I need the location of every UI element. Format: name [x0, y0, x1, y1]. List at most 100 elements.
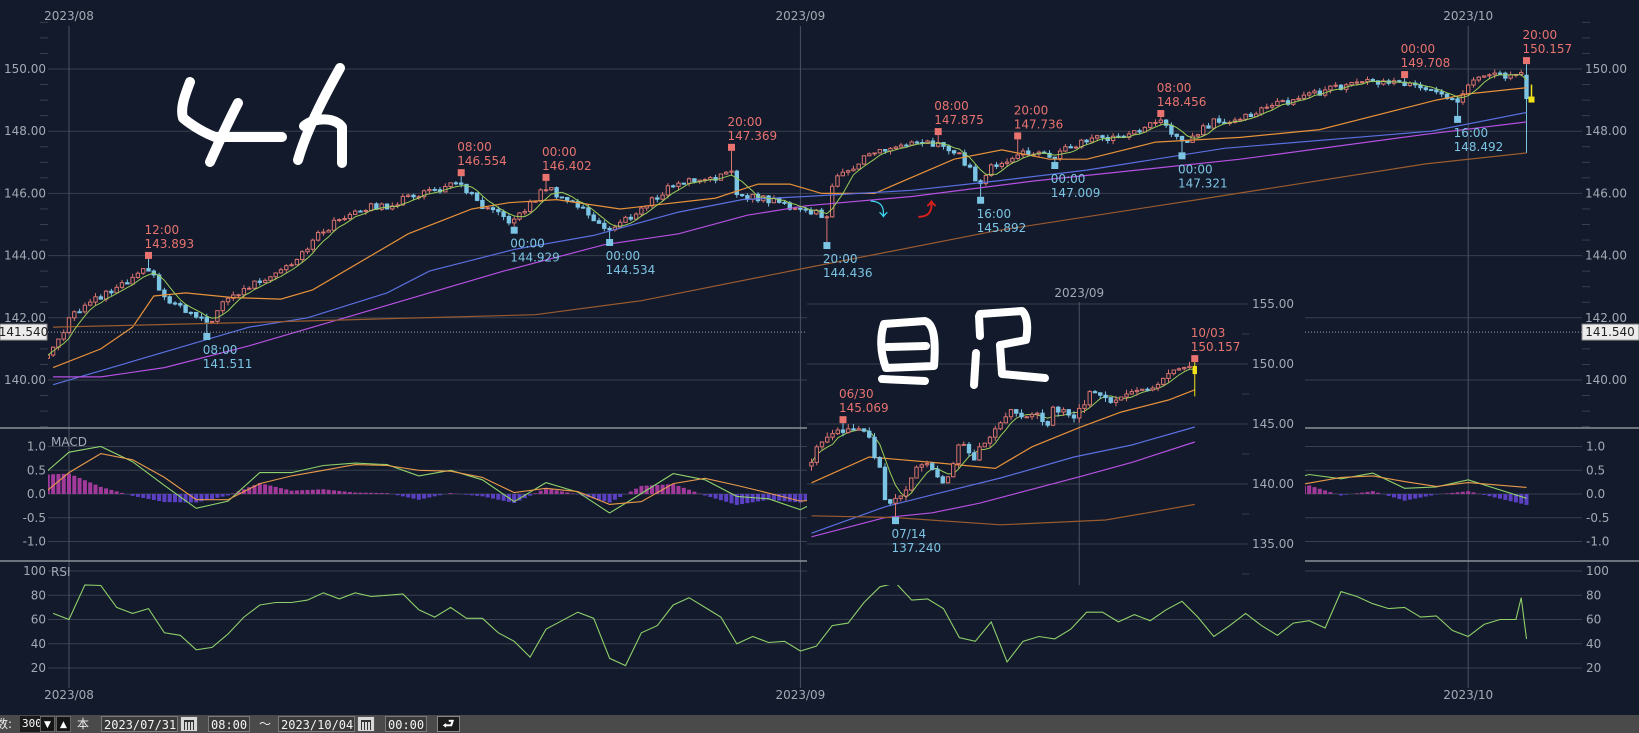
low-marker-price: 137.240 — [892, 541, 942, 555]
candle-up — [1119, 396, 1124, 401]
high-marker-price: 149.708 — [1401, 56, 1451, 70]
histogram-bar-positive — [1455, 492, 1460, 494]
histogram-bar-positive — [353, 492, 358, 494]
low-marker-time: 00:00 — [510, 237, 545, 251]
candle-up — [1333, 84, 1338, 87]
low-marker — [892, 517, 899, 525]
macd-axis-label-left: -0.5 — [23, 511, 46, 525]
count-decrease-button[interactable]: ▼ — [40, 716, 55, 732]
histogram-bar-negative — [1503, 494, 1508, 500]
candle-up — [686, 178, 692, 184]
end-calendar-button[interactable] — [357, 716, 375, 732]
histogram-bar-positive — [342, 491, 347, 494]
histogram-bar-positive — [51, 474, 56, 494]
histogram-bar-positive — [665, 484, 670, 494]
candle-up — [427, 188, 432, 192]
candle-up — [1004, 161, 1010, 164]
candle-up — [1328, 85, 1333, 91]
histogram-bar-positive — [93, 484, 98, 494]
histogram-bar-negative — [162, 494, 167, 503]
bar-count-label: 数: — [0, 717, 13, 731]
macd-axis-label-right: 0.0 — [1586, 487, 1605, 501]
histogram-bar-positive — [559, 491, 564, 494]
candle-down — [554, 187, 559, 198]
candle-down — [1019, 412, 1024, 418]
high-marker-time: 08:00 — [457, 140, 492, 154]
y-axis-label-right: 142.00 — [1585, 311, 1627, 325]
histogram-bar-negative — [766, 494, 771, 500]
low-marker — [977, 196, 985, 204]
rsi-title: RSI — [51, 565, 71, 579]
candle-up — [845, 170, 851, 173]
candle-down — [1014, 409, 1019, 414]
start-date-input[interactable]: 2023/07/31 — [101, 716, 178, 732]
low-marker-time: 16:00 — [1454, 126, 1489, 140]
histogram-bar-negative — [512, 494, 517, 504]
rsi-axis-label-left: 40 — [31, 637, 46, 651]
start-calendar-button[interactable] — [180, 716, 198, 732]
high-marker-time: 00:00 — [542, 145, 577, 159]
candle-down — [798, 207, 803, 210]
histogram-bar-positive — [549, 489, 554, 494]
candle-down — [1192, 365, 1197, 375]
candle-down — [1068, 146, 1073, 149]
candle-down — [559, 196, 565, 199]
end-time-input[interactable]: 00:00 — [385, 716, 427, 732]
candle-up — [305, 248, 310, 253]
candle-up — [1280, 100, 1285, 103]
histogram-bar-positive — [544, 488, 548, 494]
histogram-bar-negative — [1524, 494, 1529, 505]
low-marker-time: 00:00 — [606, 249, 641, 263]
candle-down — [671, 185, 676, 188]
histogram-bar-negative — [798, 494, 803, 503]
candle-down — [199, 316, 204, 319]
rsi-axis-label-right: 60 — [1586, 613, 1601, 627]
high-marker-time: 10/03 — [1191, 326, 1226, 340]
histogram-bar-negative — [130, 494, 135, 496]
low-marker-price: 147.321 — [1178, 176, 1228, 190]
y-axis-label-right: 150.00 — [1585, 62, 1627, 76]
candle-up — [830, 433, 835, 438]
candle-up — [1134, 389, 1140, 393]
start-time-input[interactable]: 08:00 — [208, 716, 250, 732]
histogram-bar-negative — [713, 494, 718, 499]
moving-average-line — [53, 121, 1527, 378]
candle-down — [1047, 152, 1052, 158]
candle-up — [549, 187, 554, 191]
histogram-bar-negative — [612, 494, 617, 500]
candle-down — [1503, 72, 1508, 79]
candle-up — [1082, 404, 1087, 409]
end-date-input[interactable]: 2023/10/04 — [278, 716, 355, 732]
histogram-bar-positive — [300, 490, 305, 494]
candle-up — [247, 287, 252, 290]
candle-down — [1092, 391, 1098, 394]
candle-down — [967, 164, 973, 168]
histogram-bar-negative — [485, 494, 490, 498]
drawn-arrow-down-icon: ⤵ — [870, 200, 888, 221]
histogram-bar-positive — [305, 489, 310, 494]
histogram-bar-positive — [1360, 492, 1365, 494]
count-increase-button[interactable]: ▲ — [56, 716, 71, 732]
histogram-bar-positive — [1307, 485, 1312, 494]
histogram-bar-negative — [1344, 494, 1349, 495]
histogram-bar-positive — [109, 489, 114, 494]
candle-down — [1145, 388, 1150, 391]
price-line-label-left: 141.540 — [0, 325, 48, 339]
bar-count-input[interactable]: 300 — [20, 716, 42, 732]
high-marker-time: 12:00 — [145, 223, 180, 237]
candle-down — [1497, 72, 1503, 75]
candle-up — [1365, 79, 1370, 83]
histogram-bar-positive — [72, 475, 77, 494]
macd-axis-label-left: 0.0 — [27, 487, 46, 501]
candle-up — [898, 495, 903, 499]
low-marker-time: 20:00 — [823, 252, 858, 266]
apply-range-button[interactable]: ⮐ — [437, 716, 460, 732]
candle-up — [1129, 391, 1134, 395]
histogram-bar-positive — [671, 484, 676, 494]
candle-down — [172, 302, 178, 305]
candle-up — [1126, 133, 1132, 138]
low-marker — [1051, 162, 1059, 170]
histogram-bar-negative — [400, 494, 405, 497]
candle-down — [946, 145, 951, 152]
histogram-bar-positive — [1445, 493, 1449, 494]
